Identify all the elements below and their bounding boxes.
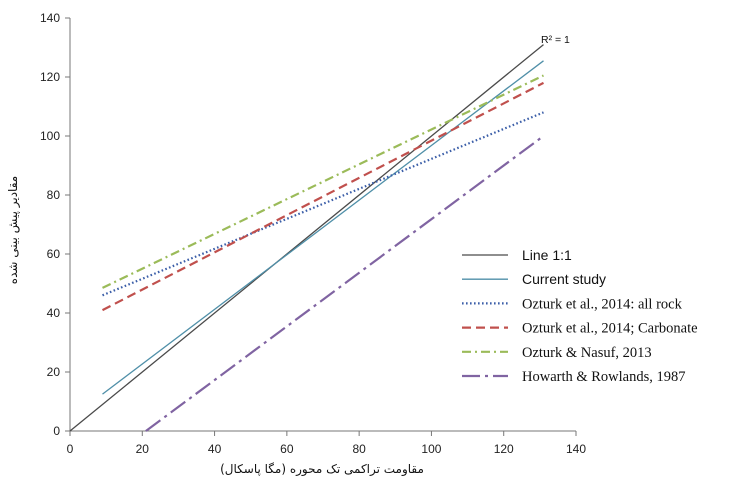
y-tick-label: 20 (47, 365, 61, 379)
series-line-2 (102, 60, 544, 395)
series-line-6 (145, 135, 545, 432)
series-line-1 (69, 44, 544, 432)
legend-label-1: Line 1:1 (522, 247, 572, 263)
x-tick-label: 40 (208, 442, 222, 456)
series-line-4 (101, 81, 545, 312)
x-tick-label: 0 (67, 442, 74, 456)
y-tick-label: 80 (47, 188, 61, 202)
y-tick-label: 60 (47, 247, 61, 261)
series-line-5 (102, 74, 544, 289)
x-tick-label: 60 (280, 442, 294, 456)
y-tick-label: 140 (40, 11, 60, 25)
legend-label-6: Howarth & Rowlands, 1987 (522, 369, 686, 385)
x-tick-label: 80 (352, 442, 366, 456)
x-tick-label: 20 (136, 442, 150, 456)
legend-label-2: Current study (522, 271, 606, 287)
x-tick-label: 100 (421, 442, 441, 456)
series-line-3 (102, 111, 544, 297)
y-tick-label: 40 (47, 306, 61, 320)
legend-label-4: Ozturk et al., 2014; Carbonate (522, 321, 698, 337)
axes: 0 20 40 60 80 100 120 140 0 20 40 60 80 100 120 140 (40, 11, 586, 456)
series-layer (69, 44, 545, 432)
legend-label-5: Ozturk & Nasuf, 2013 (522, 345, 652, 361)
x-ticks: 0 20 40 60 80 100 120 140 (67, 431, 586, 456)
y-tick-label: 100 (40, 129, 60, 143)
x-tick-label: 140 (566, 442, 586, 456)
y-tick-label: 0 (53, 424, 60, 438)
y-tick-label: 120 (40, 70, 60, 84)
y-ticks: 0 20 40 60 80 100 120 140 (40, 11, 70, 438)
r-squared-annotation: R² = 1 (541, 34, 570, 46)
y-axis-title: مقادیر پیش بینی شده (6, 176, 21, 284)
legend-label-3: Ozturk et al., 2014: all rock (522, 296, 683, 312)
x-axis-title: مقاومت تراکمی تک محوره (مگا پاسکال) (220, 462, 424, 477)
x-tick-label: 120 (494, 442, 514, 456)
legend: Line 1:1 Current study Ozturk et al., 2014… (462, 247, 698, 385)
